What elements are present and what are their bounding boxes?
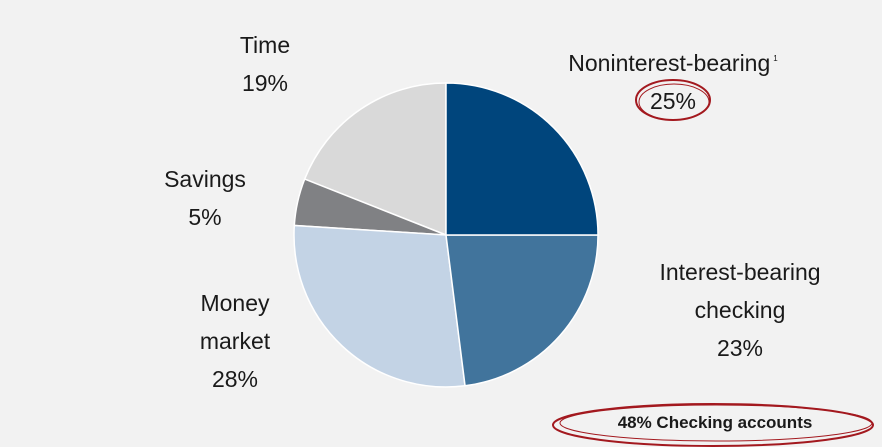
value-label: 28% [211, 366, 259, 392]
slice-label: Money market 28% [185, 284, 285, 398]
pie-slice [303, 82, 447, 237]
value-label: 5% [188, 204, 222, 230]
category-label: Interest-bearing checking [659, 259, 821, 323]
slice-label: Interest-bearing checking 23% [630, 253, 850, 367]
value-label: 25% [649, 88, 697, 114]
slice-label: Noninterest-bearing 1 25% [568, 44, 777, 120]
footnote-mark: 1 [773, 54, 778, 63]
pie-slice [445, 234, 599, 387]
pie-slice [293, 224, 466, 388]
highlight-ring [559, 404, 873, 442]
category-label: Money market [199, 290, 271, 354]
value-label: 23% [716, 335, 764, 361]
annotation: 48% Checking accounts [617, 413, 813, 432]
value-label: 19% [241, 70, 289, 96]
slice-label: Time 19% [215, 26, 315, 102]
pie-slice [445, 82, 599, 236]
slice-label: Savings 5% [145, 160, 265, 236]
highlight-ring [638, 83, 710, 121]
category-label: Noninterest-bearing [568, 50, 771, 76]
category-label: Time [239, 32, 291, 58]
highlight-ring [552, 403, 874, 447]
category-label: Savings [164, 166, 246, 192]
